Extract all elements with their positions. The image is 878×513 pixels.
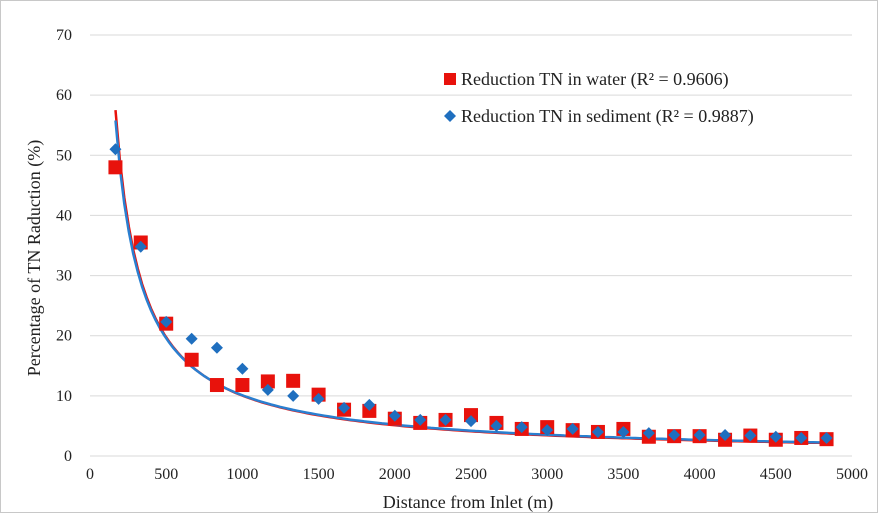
y-axis-title: Percentage of TN Raduction (%) xyxy=(24,140,45,377)
point-water xyxy=(210,378,224,392)
x-tick-label: 3000 xyxy=(531,466,563,483)
point-sediment xyxy=(287,390,299,402)
point-water xyxy=(235,378,249,392)
point-water xyxy=(286,374,300,388)
data-points xyxy=(108,143,833,446)
x-tick-label: 0 xyxy=(86,466,94,483)
legend: Reduction TN in water (R² = 0.9606) Redu… xyxy=(444,69,754,127)
trendline-sediment xyxy=(116,121,827,443)
trendline-water xyxy=(116,110,827,443)
x-tick-label: 500 xyxy=(154,466,178,483)
legend-label-sediment: Reduction TN in sediment (R² = 0.9887) xyxy=(461,106,754,127)
x-tick-label: 2500 xyxy=(455,466,487,483)
y-tick-label: 70 xyxy=(56,27,72,44)
y-tick-label: 10 xyxy=(56,388,72,405)
point-sediment xyxy=(186,333,198,345)
x-tick-label: 3500 xyxy=(607,466,639,483)
y-tick-label: 60 xyxy=(56,87,72,104)
legend-label-water: Reduction TN in water (R² = 0.9606) xyxy=(461,69,729,90)
y-tick-label: 40 xyxy=(56,207,72,224)
point-water xyxy=(185,353,199,367)
y-tick-label: 20 xyxy=(56,328,72,345)
x-tick-label: 2000 xyxy=(379,466,411,483)
x-tick-label: 4500 xyxy=(760,466,792,483)
y-tick-label: 50 xyxy=(56,147,72,164)
x-tick-label: 1500 xyxy=(303,466,335,483)
y-tick-label: 0 xyxy=(64,448,72,465)
point-sediment xyxy=(211,342,223,354)
trendlines xyxy=(116,110,827,443)
x-tick-label: 4000 xyxy=(684,466,716,483)
legend-marker-water xyxy=(444,73,456,85)
x-axis-title: Distance from Inlet (m) xyxy=(383,492,553,513)
legend-marker-sediment xyxy=(444,110,456,122)
x-tick-label: 5000 xyxy=(836,466,868,483)
point-sediment xyxy=(236,363,248,375)
point-water xyxy=(108,160,122,174)
y-tick-label: 30 xyxy=(56,268,72,285)
x-tick-label: 1000 xyxy=(226,466,258,483)
gridlines xyxy=(90,35,852,456)
